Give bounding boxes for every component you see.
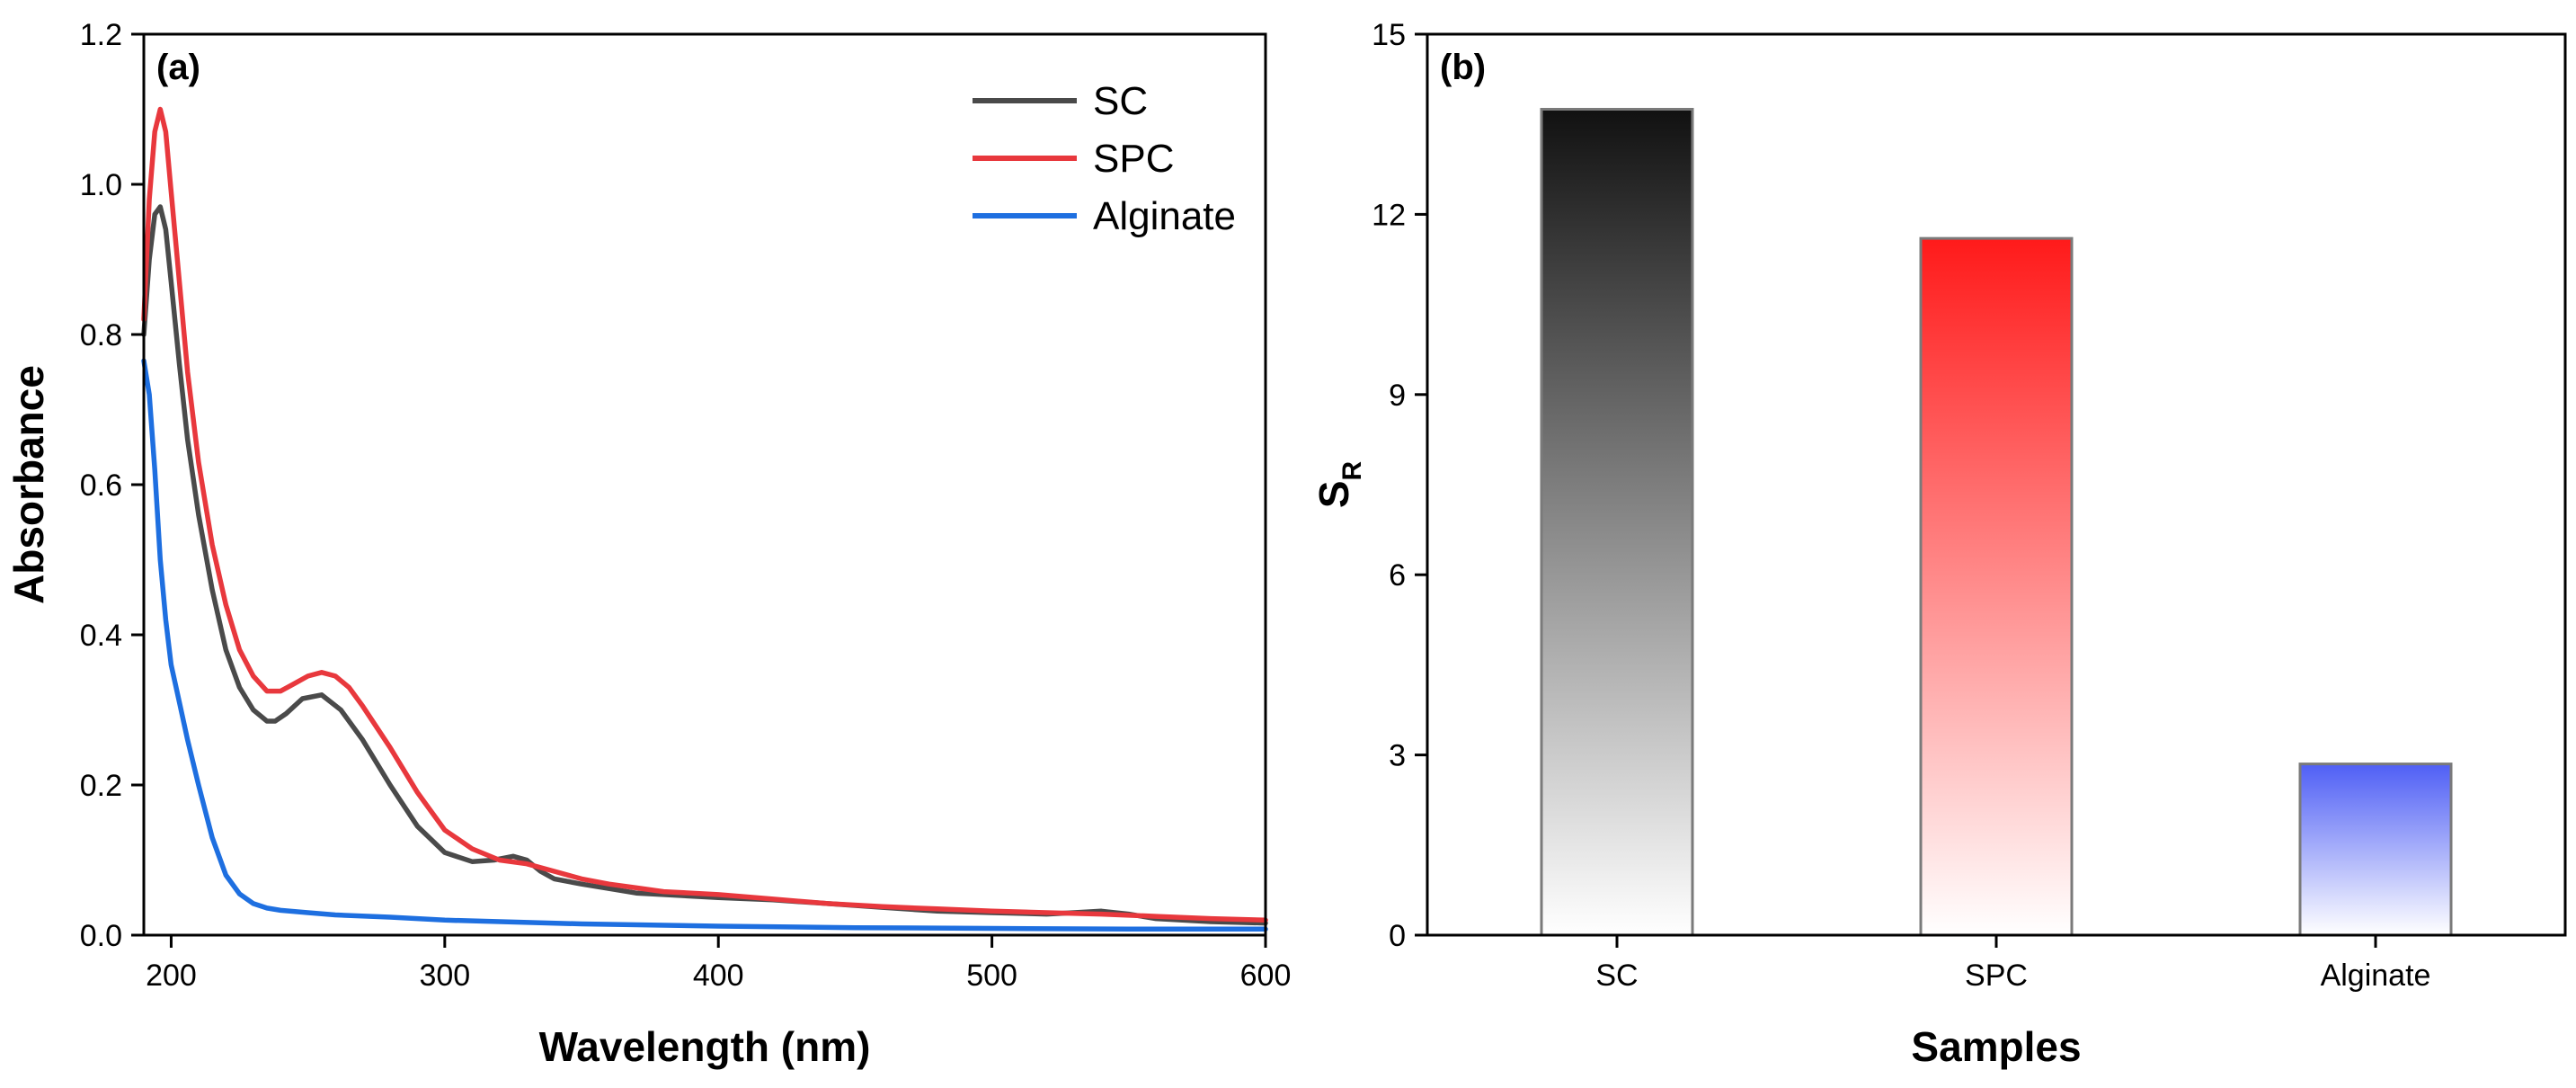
panel-b-bars	[1540, 108, 2453, 937]
x-tick-label: 300	[419, 959, 470, 993]
panel-b-ticks: SC SPC Alginate 0 3 6 9 12 15	[1372, 18, 2430, 993]
x-tick-label: 600	[1240, 959, 1292, 993]
panel-b-y-axis-title: SR	[1310, 460, 1367, 508]
legend-label-alginate: Alginate	[1093, 194, 1236, 238]
panel-a-line-chart: 200 300 400 500 600 0.0 0.2 0.4 0.6 0.8 1.0 1.2 (a)…	[5, 18, 1291, 1070]
panel-b-y-axis-title-main: S	[1310, 480, 1357, 508]
y-tick-label: 0.2	[80, 769, 122, 803]
panel-a-y-axis-title: Absorbance	[5, 365, 52, 604]
y-tick-label: 1.0	[80, 168, 122, 202]
y-tick-label: 3	[1389, 739, 1406, 773]
series-line-spc	[141, 106, 1268, 923]
panel-a-series-lines	[141, 106, 1268, 932]
panel-b-x-axis-title: Samples	[1911, 1023, 2081, 1070]
y-tick-label: 0.8	[80, 318, 122, 352]
y-tick-label: 0.4	[80, 619, 122, 653]
series-line-alginate	[141, 358, 1268, 932]
x-tick-label: 500	[966, 959, 1017, 993]
y-tick-label: 1.2	[80, 18, 122, 52]
panel-b-y-axis-title-subscript: R	[1337, 460, 1367, 480]
panel-a-legend: SC SPC Alginate	[973, 79, 1236, 238]
panel-a-ticks: 200 300 400 500 600 0.0 0.2 0.4 0.6 0.8 1.0 1.2	[80, 18, 1292, 993]
x-tick-label: 200	[146, 959, 197, 993]
y-tick-label: 12	[1372, 198, 1406, 232]
x-tick-label: 400	[693, 959, 744, 993]
bar-sc	[1540, 108, 1694, 937]
x-tick-label-spc: SPC	[1965, 959, 2028, 993]
y-tick-label: 0.6	[80, 468, 122, 503]
y-tick-label: 9	[1389, 379, 1406, 413]
bar-alginate	[2298, 762, 2453, 937]
panel-b-label: (b)	[1440, 48, 1486, 87]
legend-label-spc: SPC	[1093, 137, 1174, 181]
bar-spc	[1919, 236, 2074, 937]
legend-label-sc: SC	[1093, 79, 1148, 123]
series-line-sc	[141, 204, 1268, 926]
panel-b-bar-chart: SC SPC Alginate 0 3 6 9 12 15 (b) Samples SR	[1310, 18, 2567, 1070]
x-tick-label-alginate: Alginate	[2321, 959, 2431, 993]
y-tick-label: 0.0	[80, 919, 122, 953]
panel-a-x-axis-title: Wavelength (nm)	[539, 1023, 871, 1070]
y-tick-label: 6	[1389, 558, 1406, 593]
y-tick-label: 0	[1389, 919, 1406, 953]
y-tick-label: 15	[1372, 18, 1406, 52]
panel-a-label: (a)	[156, 48, 200, 87]
x-tick-label-sc: SC	[1595, 959, 1638, 993]
